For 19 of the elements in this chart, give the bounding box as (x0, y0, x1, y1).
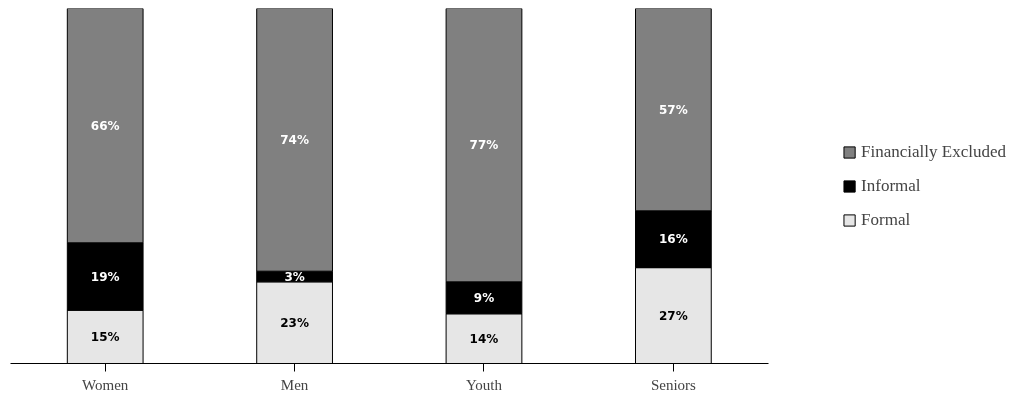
data-label: 16% (659, 232, 688, 247)
data-label: 14% (469, 331, 499, 346)
data-label: 57% (659, 102, 688, 117)
data-label: 77% (469, 138, 499, 153)
data-label: 19% (90, 269, 120, 284)
data-label: 66% (90, 118, 120, 133)
legend-label: Financially Excluded (861, 141, 1006, 162)
x-tick-label: Seniors (650, 376, 697, 393)
data-label: 9% (473, 290, 495, 305)
data-label: 27% (659, 308, 688, 323)
data-label: 3% (284, 269, 305, 284)
legend-label: Formal (861, 209, 911, 230)
x-tick-label: Youth (465, 376, 503, 393)
data-label: 23% (280, 315, 309, 330)
x-tick-label: Women (82, 376, 129, 393)
data-label: 15% (90, 329, 120, 344)
x-tick-label: Men (280, 376, 309, 393)
legend-label: Informal (861, 175, 921, 196)
data-label: 74% (280, 132, 309, 147)
